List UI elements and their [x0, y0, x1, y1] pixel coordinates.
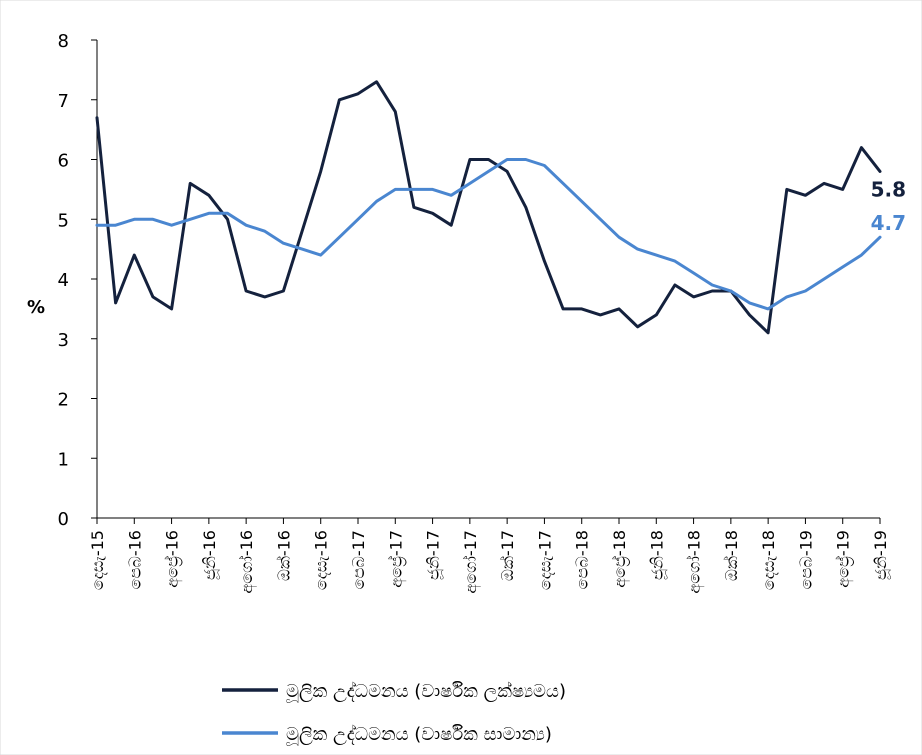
x-tick-label: ජූනි-19: [871, 530, 891, 580]
x-tick-label: පෙබ-18: [573, 530, 592, 589]
legend-label-1: මූලික උද්ධමනය (වාර්ෂික ලක්ෂ්‍යමය): [286, 681, 566, 702]
end-labels: 5.84.7: [871, 177, 906, 235]
x-tick-label: දෙසැ-17: [535, 530, 554, 590]
x-tick-label: අගෝ-17: [461, 530, 481, 594]
x-tick-label: පෙබ-19: [796, 530, 815, 589]
y-tick-label: 0: [58, 509, 69, 530]
x-tick-label: අප්‍රේ-19: [834, 530, 854, 588]
series-lines: [95, 80, 882, 335]
x-tick-label: අගෝ-18: [685, 530, 705, 594]
x-tick-label: දෙසැ-16: [312, 530, 331, 590]
x-tick-label: අගෝ-16: [237, 530, 257, 594]
y-tick-label: 6: [58, 151, 69, 172]
y-tick-label: 3: [58, 330, 69, 351]
x-tick-label: දෙසැ-15: [88, 530, 107, 590]
y-tick-label: 4: [58, 270, 69, 291]
y-tick-label: 5: [58, 210, 69, 231]
series-line-2: [95, 158, 882, 311]
legend-label-2: මූලික උද්ධමනය (වාර්ෂික සාමාන්‍ය): [286, 724, 552, 745]
axes: 0 1 2 3 4 5 6 7 8% දෙසැ-15 පෙබ-16 අප්‍රේ-16 ජූනි-16 අ…: [27, 31, 891, 594]
y-axis-label: %: [27, 297, 45, 318]
y-tick-label: 1: [58, 449, 69, 470]
x-tick-label: ඔක්-16: [274, 530, 293, 581]
x-tick-label: අප්‍රේ-18: [610, 530, 630, 588]
x-tick-label: දෙසැ-18: [759, 530, 778, 590]
x-tick-label: අප්‍රේ-16: [163, 530, 183, 588]
legend: මූලික උද්ධමනය (වාර්ෂික ලක්ෂ්‍යමය) මූලික උ…: [222, 681, 566, 745]
x-tick-label: ජූනි-16: [200, 530, 220, 580]
y-tick-label: 2: [58, 390, 69, 411]
x-tick-label: පෙබ-16: [125, 530, 144, 589]
x-tick-label: ඔක්-18: [722, 530, 741, 581]
x-tick-label: ජූනි-17: [424, 530, 444, 580]
y-tick-label: 8: [58, 31, 69, 52]
y-tick-label: 7: [58, 91, 69, 112]
x-tick-label: ජූනි-18: [647, 530, 667, 580]
x-tick-label: ඔක්-17: [498, 530, 517, 581]
x-tick-label: පෙබ-17: [349, 530, 368, 589]
x-tick-label: අප්‍රේ-17: [386, 530, 406, 588]
series-end-label-1: 5.8: [871, 177, 906, 201]
series-line-1: [95, 80, 882, 335]
series-end-label-2: 4.7: [871, 211, 906, 235]
